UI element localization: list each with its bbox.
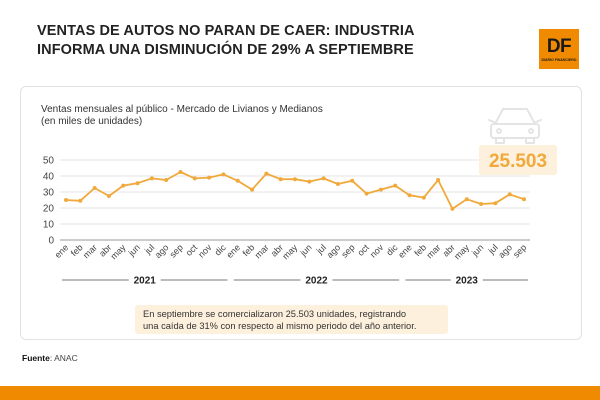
data-point <box>335 182 340 186</box>
data-point <box>106 194 111 198</box>
note-line-2: una caída de 31% con respecto al mismo p… <box>143 321 417 331</box>
data-point <box>293 177 297 182</box>
year-label: 2021 <box>134 276 157 287</box>
data-point <box>493 201 498 206</box>
x-tick-label: nov <box>196 242 214 260</box>
x-tick-label: oct <box>355 242 371 258</box>
chart-subtitle: (en miles de unidades) <box>41 116 142 127</box>
y-tick-label: 0 <box>48 236 54 247</box>
data-point <box>207 175 212 180</box>
x-tick-label: jun <box>469 242 485 258</box>
data-point <box>135 181 140 186</box>
chart-card: Ventas mensuales al público - Mercado de… <box>20 86 582 340</box>
summary-note: En septiembre se comercializaron 25.503 … <box>135 305 448 334</box>
data-point <box>235 178 240 183</box>
headline-line-1: VENTAS DE AUTOS NO PARAN DE CAER: INDUST… <box>37 23 415 39</box>
headline-line-2: INFORMA UNA DISMINUCIÓN DE 29% A SEPTIEM… <box>37 42 414 58</box>
data-point <box>393 183 398 188</box>
sales-line-chart: Ventas mensuales al público - Mercado de… <box>41 104 557 287</box>
df-logo: DF DIARIO FINANCIERO <box>539 29 579 69</box>
data-point <box>278 177 283 182</box>
y-tick-label: 40 <box>43 172 55 183</box>
highlight-callout-bg <box>479 145 557 175</box>
x-tick-label: may <box>452 242 471 261</box>
data-point <box>192 176 197 181</box>
data-point <box>264 171 269 176</box>
x-tick-label: sep <box>339 242 356 259</box>
data-point <box>250 187 255 192</box>
data-point <box>149 176 154 181</box>
chart-title: Ventas mensuales al público - Mercado de… <box>41 104 323 115</box>
data-point <box>307 179 312 184</box>
data-point <box>378 187 383 192</box>
x-tick-label: jun <box>297 242 313 258</box>
car-icon <box>488 108 542 144</box>
x-tick-label: sep <box>511 242 528 259</box>
logo-text: DF <box>546 36 572 57</box>
source-value: : ANAC <box>49 353 78 363</box>
note-line-1: En septiembre se comercializaron 25.503 … <box>143 309 407 319</box>
x-tick-label: nov <box>368 242 386 260</box>
data-point <box>450 206 455 211</box>
bottom-accent-bar <box>0 386 600 400</box>
y-tick-label: 30 <box>43 188 55 199</box>
data-point <box>64 198 68 202</box>
data-point <box>507 192 512 197</box>
data-point <box>479 202 484 206</box>
data-point <box>164 178 169 182</box>
highlight-callout: 25.503 <box>479 145 557 175</box>
y-tick-label: 50 <box>43 156 55 167</box>
year-label: 2023 <box>456 276 479 287</box>
year-label: 2022 <box>305 276 328 287</box>
data-point <box>522 197 526 202</box>
data-point <box>421 195 426 200</box>
data-point <box>92 186 97 190</box>
logo-subtext: DIARIO FINANCIERO <box>541 58 577 62</box>
source-credit: Fuente: ANAC <box>22 353 78 363</box>
x-tick-label: jun <box>126 242 142 258</box>
data-point <box>78 198 83 203</box>
data-point <box>350 178 355 183</box>
data-point <box>221 172 226 177</box>
data-point <box>364 191 369 196</box>
headline: VENTAS DE AUTOS NO PARAN DE CAER: INDUST… <box>37 22 457 60</box>
highlight-value: 25.503 <box>489 151 547 172</box>
x-tick-label: oct <box>184 242 200 258</box>
y-tick-label: 20 <box>43 204 55 215</box>
y-tick-label: 10 <box>43 220 55 231</box>
x-tick-label: may <box>280 242 299 261</box>
data-point <box>464 197 469 202</box>
data-point <box>407 193 412 198</box>
data-point <box>121 183 126 188</box>
x-tick-label: sep <box>168 242 185 259</box>
data-point <box>321 176 326 181</box>
data-point <box>178 170 183 174</box>
data-point <box>436 178 441 182</box>
source-label: Fuente <box>22 353 50 363</box>
x-tick-label: may <box>109 242 128 261</box>
